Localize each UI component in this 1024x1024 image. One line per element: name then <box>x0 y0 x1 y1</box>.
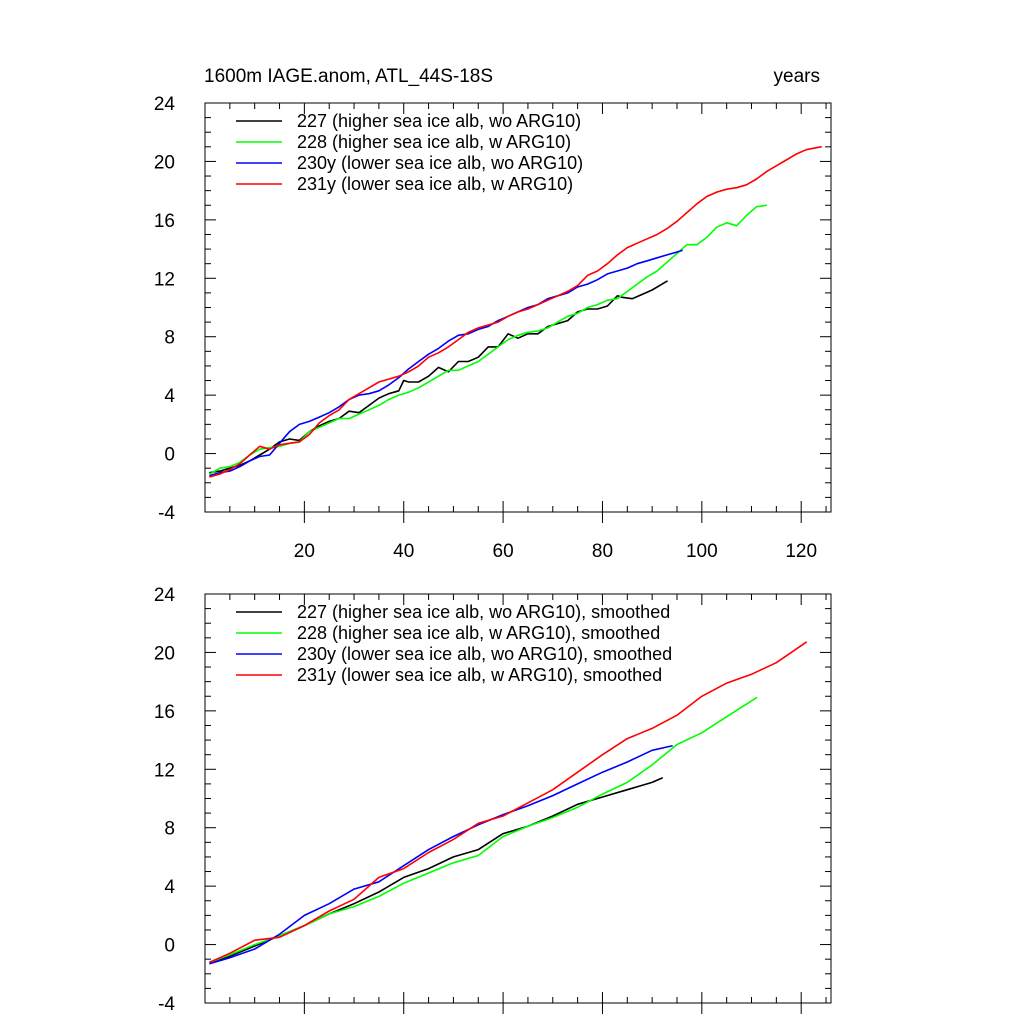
series-line-3 <box>209 249 683 477</box>
x-tick-label: 100 <box>686 541 718 562</box>
y-tick-label: -4 <box>158 994 175 1015</box>
y-tick-label: -4 <box>158 503 175 524</box>
top-panel: -4 0 4 8 12 16 20 24 20 40 60 80 100 120 227 (higher s… <box>154 94 832 562</box>
x-tick-label: 120 <box>785 541 817 562</box>
y-tick-label: 0 <box>164 445 175 466</box>
legend-label: 227 (higher sea ice alb, wo ARG10) <box>297 111 581 131</box>
series-line-1 <box>209 280 668 474</box>
x-tick-label: 80 <box>592 541 613 562</box>
units-label: years <box>774 66 820 87</box>
y-tick-label: 4 <box>164 386 175 407</box>
legend-label: 227 (higher sea ice alb, wo ARG10), smoo… <box>297 602 670 622</box>
y-tick-label: 8 <box>164 819 175 840</box>
y-tick-label: 8 <box>164 328 175 349</box>
y-tick-label: 12 <box>154 269 175 290</box>
x-tick-label: 40 <box>393 541 414 562</box>
legend-label: 228 (higher sea ice alb, w ARG10), smoot… <box>297 623 660 643</box>
legend-label: 230y (lower sea ice alb, wo ARG10) <box>297 153 583 173</box>
legend-label: 230y (lower sea ice alb, wo ARG10), smoo… <box>297 644 672 664</box>
y-tick-label: 12 <box>154 760 175 781</box>
legend-label: 231y (lower sea ice alb, w ARG10), smoot… <box>297 665 662 685</box>
y-tick-label: 16 <box>154 702 175 723</box>
bottom-panel: -4 0 4 8 12 16 20 24 227 (higher sea ice alb, wo… <box>154 585 832 1015</box>
y-tick-label: 0 <box>164 936 175 957</box>
y-tick-label: 20 <box>154 152 175 173</box>
series-line-3 <box>209 745 673 965</box>
y-tick-label: 16 <box>154 211 175 232</box>
series-line-4 <box>209 146 822 478</box>
x-tick-label: 20 <box>294 541 315 562</box>
y-tick-label: 24 <box>154 585 176 606</box>
y-tick-label: 20 <box>154 643 175 664</box>
legend-label: 231y (lower sea ice alb, w ARG10) <box>297 174 573 194</box>
series-line-4 <box>209 641 808 963</box>
plot-title: 1600m IAGE.anom, ATL_44S-18S <box>204 66 493 87</box>
series-line-2 <box>209 204 768 475</box>
x-tick-label: 60 <box>493 541 514 562</box>
y-tick-label: 24 <box>154 94 176 115</box>
legend-label: 228 (higher sea ice alb, w ARG10) <box>297 132 571 152</box>
series-line-2 <box>209 696 758 963</box>
y-tick-label: 4 <box>164 877 175 898</box>
